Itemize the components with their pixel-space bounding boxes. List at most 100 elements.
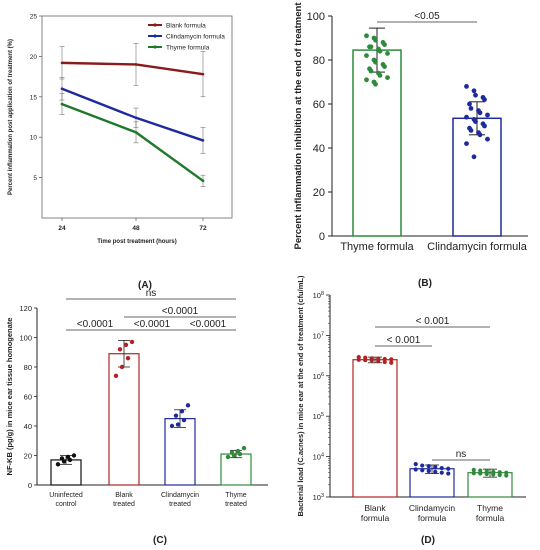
comparison-label: <0.0001 xyxy=(134,319,171,330)
data-point xyxy=(364,53,369,58)
series-point xyxy=(134,131,138,134)
data-point xyxy=(477,132,483,138)
y-tick-label: 107 xyxy=(313,331,324,340)
comparison-label: <0.0001 xyxy=(162,306,199,317)
data-point xyxy=(382,356,387,362)
bar xyxy=(352,49,402,237)
x-tick-label: Thyme formula xyxy=(340,241,414,253)
x-tick-label: Thyme xyxy=(225,492,247,499)
y-axis-label: Bacterial load (C.acnes) in mice ear at … xyxy=(296,275,305,516)
data-point xyxy=(373,59,378,65)
data-point xyxy=(471,154,477,160)
x-tick-label: 72 xyxy=(199,225,207,232)
x-axis-label: Time post treatment (hours) xyxy=(97,239,177,245)
data-point xyxy=(484,471,489,477)
legend-marker xyxy=(153,23,157,27)
legend-marker xyxy=(153,34,157,38)
x-tick-label: treated xyxy=(169,501,191,508)
comparison-label: < 0.001 xyxy=(387,335,421,346)
data-point xyxy=(413,462,418,467)
caption-b: (B) xyxy=(418,278,432,289)
bar-group-0 xyxy=(352,355,398,498)
comparison-label: <0.0001 xyxy=(190,319,227,330)
series-thyme-formula xyxy=(59,93,206,187)
bar-group-1 xyxy=(409,462,455,498)
y-tick-label: 105 xyxy=(313,412,324,421)
caption-d: (D) xyxy=(421,535,435,546)
series-line xyxy=(61,87,204,142)
data-point xyxy=(484,468,489,474)
bar xyxy=(452,117,502,237)
comparison-blank-thyme: < 0.001 xyxy=(375,316,490,328)
y-tick-label: 25 xyxy=(30,14,38,21)
series-point xyxy=(60,87,64,91)
data-point xyxy=(373,37,378,43)
data-point xyxy=(179,409,185,414)
comparison-blank-clindamycin: < 0.001 xyxy=(375,335,432,347)
y-tick-label: 0 xyxy=(28,481,32,490)
data-point xyxy=(382,64,387,69)
comparison-uninfected-blank: <0.0001 xyxy=(66,319,124,331)
x-tick-label: Blank xyxy=(115,492,133,499)
x-tick-label: 24 xyxy=(58,225,66,232)
panel-a-line-chart: 5 10 15 20 25 24 48 72 Time post treatment (hour… xyxy=(8,14,233,245)
series-point xyxy=(201,139,205,142)
data-point xyxy=(241,445,247,451)
bar-group-1 xyxy=(108,339,140,486)
data-point xyxy=(482,97,487,102)
data-point xyxy=(504,473,509,478)
data-point xyxy=(368,68,374,74)
data-point xyxy=(369,358,374,363)
y-axis-label: Percent inflammation inhibition at the e… xyxy=(293,2,304,250)
caption-c: (C) xyxy=(153,535,167,546)
y-tick-label: 104 xyxy=(313,453,324,462)
data-point xyxy=(71,453,77,458)
bar-group-0 xyxy=(352,27,402,237)
x-tick-label: Clindamycin xyxy=(409,503,456,513)
legend-label: Blank formula xyxy=(166,22,206,29)
legend-marker xyxy=(153,45,157,49)
data-point xyxy=(467,101,472,107)
data-point xyxy=(382,42,387,47)
x-tick-label: 48 xyxy=(132,225,140,232)
data-point xyxy=(471,88,477,94)
data-point xyxy=(173,413,179,418)
data-point xyxy=(55,462,61,467)
y-tick-label: 100 xyxy=(19,334,32,343)
y-tick-label: 106 xyxy=(313,372,324,381)
data-point xyxy=(482,123,487,129)
data-point xyxy=(485,136,490,142)
caption-a: (A) xyxy=(138,280,152,291)
data-point xyxy=(433,469,438,474)
data-point xyxy=(129,339,135,345)
data-point xyxy=(439,470,444,475)
data-point xyxy=(363,357,368,363)
data-point xyxy=(225,454,231,460)
comparison-label: ns xyxy=(146,288,157,299)
x-tick-label: Clindamycin xyxy=(161,492,199,499)
data-point xyxy=(389,357,394,362)
x-tick-label: formula xyxy=(418,513,447,523)
bar-group-3 xyxy=(220,445,252,486)
data-point xyxy=(439,465,444,471)
x-tick-label: Clindamycin formula xyxy=(427,241,528,253)
y-tick-label: 40 xyxy=(313,143,325,155)
comparison-label: < 0.001 xyxy=(416,316,450,327)
comparison-label: <0.0001 xyxy=(77,319,114,330)
data-point xyxy=(119,364,125,370)
data-point xyxy=(364,33,369,39)
y-axis-label: Percent inflammation post application of… xyxy=(8,39,14,195)
data-point xyxy=(464,114,469,120)
data-point xyxy=(373,81,378,87)
data-point xyxy=(382,359,387,365)
data-point xyxy=(426,464,431,469)
data-point xyxy=(113,373,119,379)
y-tick-label: 20 xyxy=(313,187,325,199)
bar-group-2 xyxy=(467,467,513,498)
y-tick-label: 108 xyxy=(313,291,324,300)
comparison-ns: ns xyxy=(66,288,236,300)
data-point xyxy=(478,471,483,476)
data-point xyxy=(123,342,129,348)
data-point xyxy=(433,464,438,470)
